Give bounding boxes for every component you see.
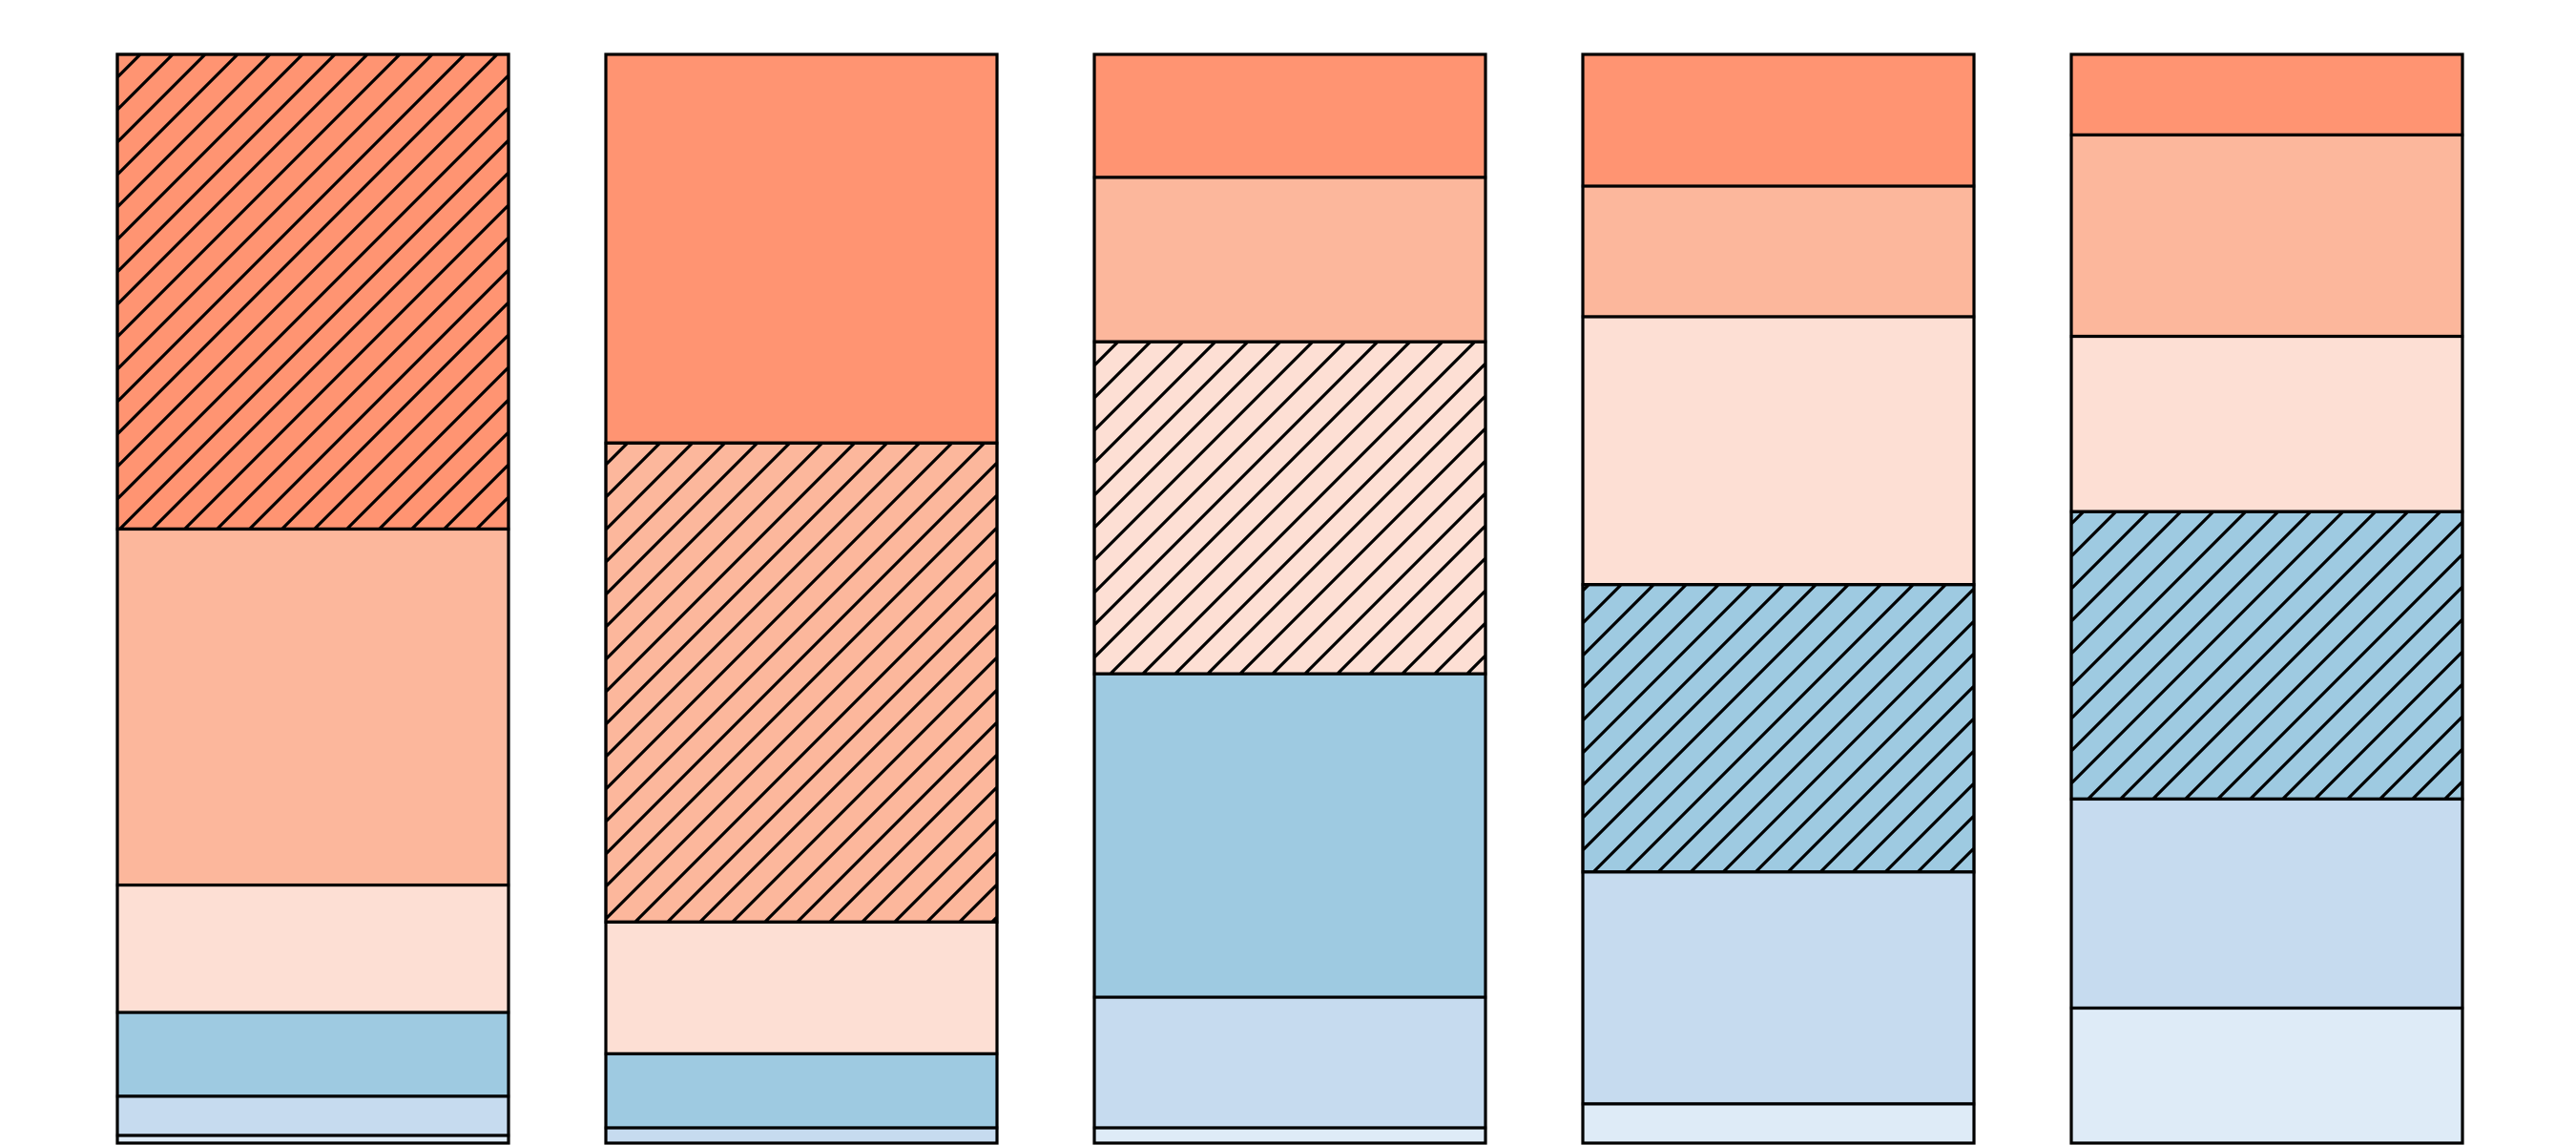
bar-segment-3-2 bbox=[1092, 176, 1487, 344]
bar-segment-1-4 bbox=[115, 1010, 510, 1098]
bar-segment-4-6 bbox=[1581, 1102, 1976, 1145]
bar-segment-hatch-2-2 bbox=[604, 441, 999, 924]
bar-segment-3-1 bbox=[1092, 52, 1487, 179]
bar-segment-5-3 bbox=[2069, 334, 2464, 513]
bar-segment-1-5 bbox=[115, 1094, 510, 1137]
bar-segment-hatch-3-3 bbox=[1092, 340, 1487, 676]
bar-segment-2-4 bbox=[604, 1051, 999, 1130]
bar-segment-1-3 bbox=[115, 883, 510, 1014]
bar-segment-hatch-1-1 bbox=[115, 52, 510, 531]
bar-segment-1-6 bbox=[115, 1134, 510, 1145]
bar-segment-4-3 bbox=[1581, 315, 1976, 587]
bar-segment-3-4 bbox=[1092, 672, 1487, 999]
bar-segment-3-5 bbox=[1092, 995, 1487, 1130]
bar-segment-5-5 bbox=[2069, 797, 2464, 1010]
bar-segment-5-2 bbox=[2069, 133, 2464, 339]
bar-segment-4-5 bbox=[1581, 870, 1976, 1106]
bar-segment-2-3 bbox=[604, 920, 999, 1056]
bar-segment-hatch-5-4 bbox=[2069, 510, 2464, 802]
bars-layer bbox=[115, 52, 2464, 1145]
bar-segment-2-5 bbox=[604, 1126, 999, 1145]
bar-segment-4-1 bbox=[1581, 52, 1976, 188]
bar-segment-5-6 bbox=[2069, 1006, 2464, 1145]
bar-segment-3-6 bbox=[1092, 1126, 1487, 1145]
bar-segment-5-1 bbox=[2069, 52, 2464, 137]
bar-segment-2-1 bbox=[604, 52, 999, 445]
bar-segment-1-2 bbox=[115, 527, 510, 887]
bar-segment-4-2 bbox=[1581, 184, 1976, 319]
bar-segment-hatch-4-4 bbox=[1581, 583, 1976, 874]
